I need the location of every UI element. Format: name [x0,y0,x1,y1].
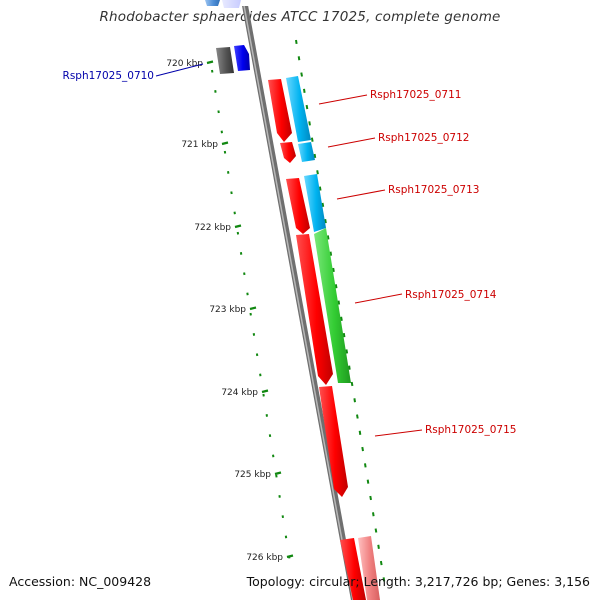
ring-dot [356,414,359,419]
scale-label: 722 kbp [194,223,231,233]
ring-dot [337,300,341,305]
gene-rsph17025-0710[interactable] [216,45,250,74]
ring-dot [348,365,351,370]
ring-dot [326,235,330,240]
gene-rsph17025-0713-cyan[interactable] [304,174,326,232]
ring-dot [372,512,375,517]
accession-text: Accession: NC_009428 [9,574,152,589]
gene-partial-bottom[interactable] [340,536,380,600]
ring-dot [321,202,325,207]
genome-summary: Topology: circular; Length: 3,217,726 bp… [246,574,590,589]
ring-dot [382,577,386,582]
ring-dot [377,544,380,549]
scale-tick [234,224,242,229]
genome-backbone [241,0,357,600]
ring-dot [369,495,372,501]
ring-dot [361,446,364,452]
scale-ticks: 720 kbp 721 kbp 722 kbp 723 kbp 724 kbp 725 k… [166,59,294,563]
scale-label: 726 kbp [246,553,283,563]
ring-dot [332,267,335,273]
ring-dot [334,284,338,289]
label-rsph17025-0710[interactable]: Rsph17025_0710 [63,70,154,82]
scale-tick [221,141,229,146]
ring-dot [310,137,314,142]
ring-dot [366,479,370,484]
ring-dot [313,153,317,159]
inner-dotted-ring [211,69,291,559]
ring-dot [297,56,301,61]
scale-label: 725 kbp [234,470,271,480]
gene-rsph17025-0715[interactable] [319,386,348,497]
ring-dot [364,463,367,468]
map-title: Rhodobacter sphaeroides ATCC 17025, comp… [99,9,501,25]
ring-dot [374,528,378,533]
label-rsph17025-0715[interactable]: Rsph17025_0715 [425,424,516,436]
scale-label: 720 kbp [166,59,203,69]
ring-dot [303,88,306,93]
ring-dot [300,72,303,77]
label-rsph17025-0714[interactable]: Rsph17025_0714 [405,289,497,301]
ring-dot [340,316,343,321]
scale-label: 721 kbp [181,140,218,150]
scale-label: 724 kbp [221,388,258,398]
gene-labels: Rsph17025_0710 Rsph17025_0711 Rsph17025_… [63,63,516,437]
label-rsph17025-0713[interactable]: Rsph17025_0713 [388,184,479,196]
scale-tick [261,389,269,394]
gene-rsph17025-0712-cyan[interactable] [298,142,315,162]
gene-rsph17025-0712-red[interactable] [280,142,296,163]
ring-dot [342,332,346,338]
ring-dot [318,186,322,191]
ring-dot [358,430,362,435]
ring-dot [379,560,383,566]
outer-dotted-ring [295,39,386,582]
scale-label: 723 kbp [209,305,246,315]
ring-dot [345,349,349,354]
label-rsph17025-0711[interactable]: Rsph17025_0711 [370,89,461,101]
ring-dot [295,39,298,45]
gene-partial-top[interactable] [205,0,241,8]
ring-dot [305,104,309,110]
ring-dot [308,121,311,126]
ring-dot [329,251,333,256]
scale-tick [286,554,294,559]
gene-rsph17025-0711-cyan[interactable] [286,76,311,142]
scale-tick [206,60,214,65]
gene-rsph17025-0714-green[interactable] [314,228,351,383]
gene-rsph17025-0714-red[interactable] [296,234,333,385]
gene-rsph17025-0713-red[interactable] [286,178,310,234]
ring-dot [353,398,356,403]
scale-tick [249,306,257,311]
backbone-edge [238,0,250,6]
scale-tick [274,471,282,476]
ring-dot [324,218,327,224]
ring-dot [316,170,319,175]
label-rsph17025-0712[interactable]: Rsph17025_0712 [378,132,469,144]
ring-dot [350,381,354,387]
gene-rsph17025-0711-red[interactable] [268,79,292,142]
